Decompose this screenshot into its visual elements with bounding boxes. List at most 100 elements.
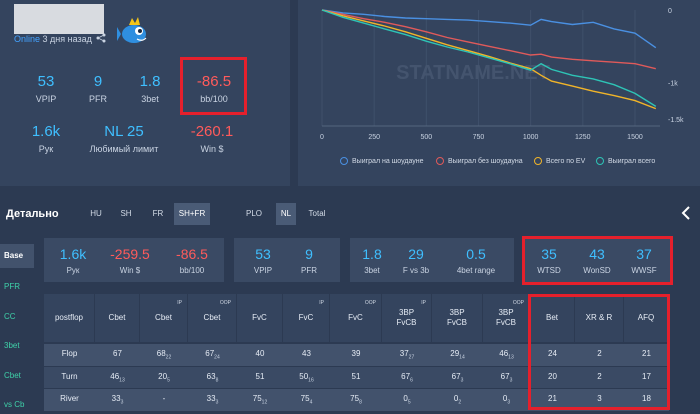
- cell-value: 51: [351, 371, 361, 381]
- table-header-cell[interactable]: FvC OOP: [330, 294, 382, 342]
- table-header-cell[interactable]: Cbet IP: [140, 294, 188, 342]
- tab-nl[interactable]: NL: [276, 203, 296, 225]
- tab-sh[interactable]: SH: [120, 209, 132, 218]
- cell-value: 24: [548, 349, 557, 358]
- side-item-base[interactable]: Base: [0, 244, 34, 268]
- stat-label: 3bet: [141, 94, 159, 104]
- avatar[interactable]: [14, 4, 104, 34]
- table-cell[interactable]: 02: [432, 389, 483, 411]
- tab-plo[interactable]: PLO: [245, 209, 262, 218]
- side-item-pfr[interactable]: PFR: [4, 282, 20, 291]
- tab-total[interactable]: Total: [308, 209, 326, 218]
- table-row: Flop 67 6822 6724 40 43 39 3727 2914 4613 24 2 21: [44, 344, 669, 366]
- table-cell[interactable]: 05: [382, 389, 432, 411]
- cell-value: 2: [597, 371, 602, 381]
- table-header-cell[interactable]: Cbet OOP: [188, 294, 237, 342]
- stat-pfr: 9 PFR: [78, 74, 118, 105]
- cell-sample-size: 3: [507, 399, 511, 406]
- table-cell[interactable]: 3727: [382, 344, 432, 366]
- table-header-cell[interactable]: XR & R: [575, 294, 624, 342]
- table-cell[interactable]: 51: [237, 367, 283, 389]
- table-cell[interactable]: 6724: [188, 344, 237, 366]
- table-cell[interactable]: 18: [624, 389, 669, 411]
- table-cell[interactable]: 2: [575, 367, 624, 389]
- table-cell[interactable]: -: [140, 389, 188, 411]
- table-header-cell[interactable]: AFQ: [624, 294, 669, 342]
- cell-sample-size: 12: [261, 399, 268, 406]
- table-cell[interactable]: 6822: [140, 344, 188, 366]
- y-tick-label: -1.5k: [668, 117, 684, 124]
- table-cell[interactable]: 676: [382, 367, 432, 389]
- last-seen-value: 3 дня назад: [42, 34, 92, 44]
- table-header-cell[interactable]: 3BP FvCB IP: [382, 294, 432, 342]
- card-stat-label: F vs 3b: [402, 266, 430, 275]
- x-tick-label: 1500: [627, 134, 643, 141]
- table-cell[interactable]: 17: [624, 367, 669, 389]
- legend-item[interactable]: Выиграл без шоудауна: [436, 157, 523, 165]
- table-cell[interactable]: 39: [330, 344, 382, 366]
- table-cell[interactable]: 24: [530, 344, 575, 366]
- table-header-cell[interactable]: Cbet: [95, 294, 140, 342]
- cell-sample-size: 27: [408, 354, 415, 361]
- share-icon[interactable]: [96, 33, 106, 43]
- side-item-cbet[interactable]: Cbet: [4, 371, 21, 380]
- cell-value: 67: [401, 371, 411, 381]
- card-results: 1.6k Рук -259.5 Win $ -86.5 bb/100: [44, 238, 224, 282]
- table-cell[interactable]: 638: [188, 367, 237, 389]
- cell-value: 33: [111, 394, 121, 403]
- table-cell[interactable]: 67: [95, 344, 140, 366]
- card-stat: 35 WTSD: [532, 247, 566, 275]
- side-item-cc[interactable]: CC: [4, 312, 16, 321]
- table-header-cell[interactable]: postflop: [44, 294, 95, 342]
- side-item-vs-cb[interactable]: vs Cb: [4, 400, 25, 409]
- table-cell[interactable]: 3: [575, 389, 624, 411]
- tab-fr[interactable]: FR: [152, 209, 164, 218]
- table-cell[interactable]: 673: [432, 367, 483, 389]
- table-cell[interactable]: 7512: [237, 389, 283, 411]
- table-header-cell[interactable]: 3BP FvCB: [432, 294, 483, 342]
- legend-item[interactable]: Выиграл на шоудауне: [340, 157, 424, 165]
- table-cell[interactable]: 754: [283, 389, 330, 411]
- table-cell[interactable]: 5016: [283, 367, 330, 389]
- chevron-left-icon[interactable]: [680, 206, 692, 220]
- table-header-cell[interactable]: FvC: [237, 294, 283, 342]
- table-header-cell[interactable]: Bet: [530, 294, 575, 342]
- table-cell[interactable]: 2914: [432, 344, 483, 366]
- table-cell[interactable]: 333: [188, 389, 237, 411]
- header-label: Bet: [545, 313, 558, 322]
- table-header-cell[interactable]: 3BP FvCB OOP: [483, 294, 530, 342]
- table-cell[interactable]: 20: [530, 367, 575, 389]
- card-stat-value: 35: [541, 246, 557, 262]
- stat-value: 53: [37, 73, 55, 90]
- table-cell[interactable]: 21: [624, 344, 669, 366]
- table-cell[interactable]: 21: [530, 389, 575, 411]
- table-cell[interactable]: 03: [483, 389, 530, 411]
- header-label-line2: FvCB: [447, 318, 467, 327]
- tab-hu[interactable]: HU: [90, 209, 102, 218]
- detail-header: Детально HU SH FR SH+FR PLO NL Total: [0, 200, 700, 228]
- stat-label: Любимый лимит: [89, 144, 159, 154]
- card-stat-label: bb/100: [179, 266, 205, 275]
- table-cell[interactable]: 40: [237, 344, 283, 366]
- table-cell[interactable]: 333: [95, 389, 140, 411]
- table-cell[interactable]: 758: [330, 389, 382, 411]
- side-item-3bet[interactable]: 3bet: [4, 341, 20, 350]
- card-stat: 1.6k Рук: [52, 247, 94, 275]
- card-stat-value: -259.5: [110, 246, 150, 262]
- table-cell[interactable]: 673: [483, 367, 530, 389]
- table-cell[interactable]: 2: [575, 344, 624, 366]
- table-cell[interactable]: 51: [330, 367, 382, 389]
- legend-item[interactable]: Всего по EV: [534, 157, 585, 165]
- card-stat-label: WWSF: [631, 266, 657, 275]
- card-stat-label: WTSD: [537, 266, 561, 275]
- tab-sh-fr[interactable]: SH+FR: [174, 203, 210, 225]
- legend-item[interactable]: Выиграл всего: [596, 157, 655, 165]
- table-cell[interactable]: 43: [283, 344, 330, 366]
- row-label: Flop: [61, 349, 78, 358]
- legend-marker: [436, 157, 444, 165]
- table-header-cell[interactable]: FvC IP: [283, 294, 330, 342]
- cell-value: 68: [156, 349, 166, 358]
- table-cell[interactable]: 4613: [483, 344, 530, 366]
- table-cell[interactable]: 4613: [95, 367, 140, 389]
- table-cell[interactable]: 205: [140, 367, 188, 389]
